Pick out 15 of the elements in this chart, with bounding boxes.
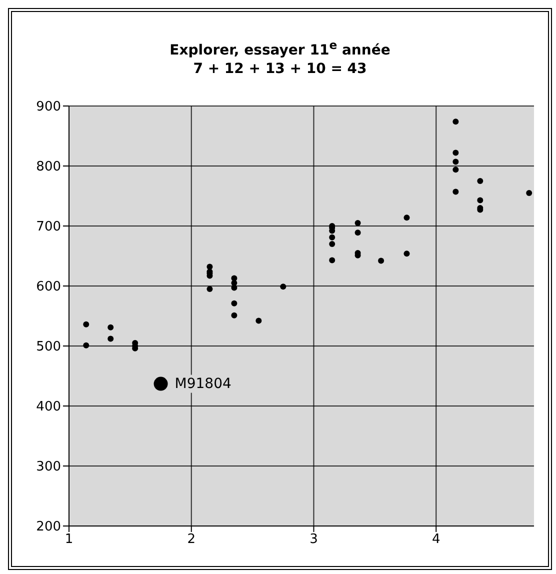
y-tick-label: 900	[36, 100, 61, 115]
x-tick-label: 4	[432, 532, 440, 548]
x-tick-label: 2	[187, 532, 196, 548]
y-tick-label: 500	[36, 340, 61, 355]
y-tick-label: 400	[36, 400, 61, 415]
chart-subtitle: 7 + 12 + 13 + 10 = 43	[192, 60, 368, 78]
x-tick-label: 1	[64, 532, 74, 548]
y-tick-label: 600	[36, 280, 61, 295]
y-tick-label: 300	[36, 460, 61, 475]
annotation: M91804	[174, 376, 232, 392]
x-tick-label: 3	[310, 532, 318, 548]
y-tick-label: 700	[36, 220, 61, 235]
y-tick-label: 200	[36, 520, 61, 535]
chart-title: Explorer, essayer 11$^{e}$ année	[168, 37, 392, 60]
y-tick-label: 800	[36, 160, 61, 175]
